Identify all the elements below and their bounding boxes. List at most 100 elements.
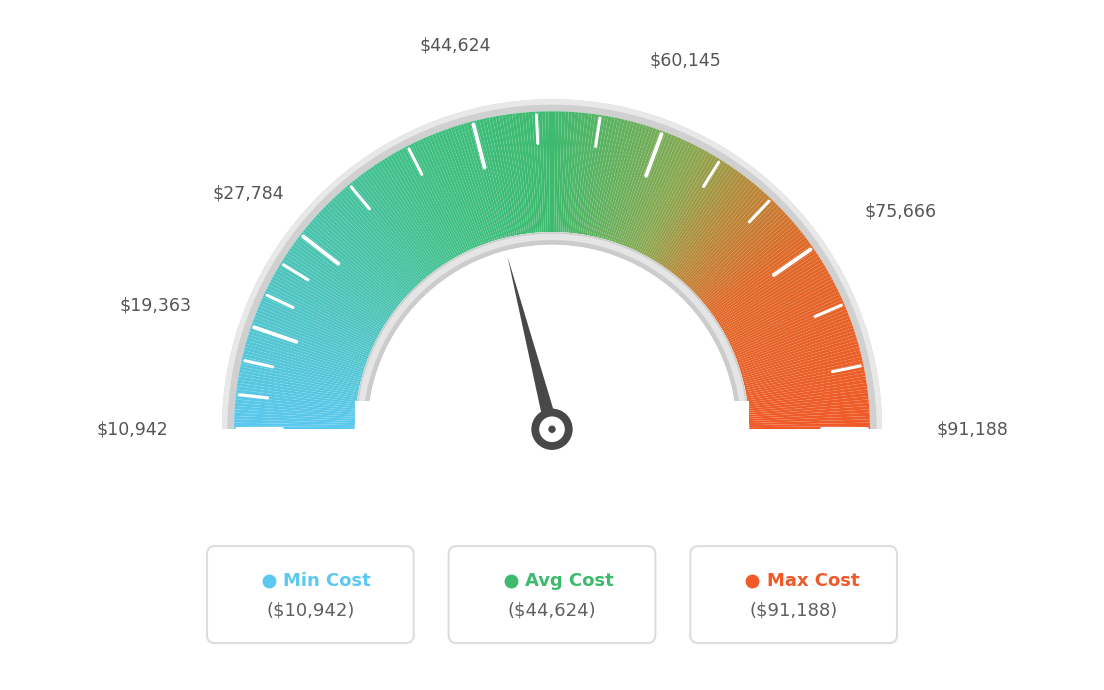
Wedge shape [721, 264, 826, 329]
Wedge shape [587, 117, 612, 235]
Wedge shape [668, 172, 742, 271]
Circle shape [549, 426, 555, 433]
Wedge shape [628, 136, 678, 248]
Wedge shape [564, 112, 575, 233]
Wedge shape [329, 200, 415, 288]
Wedge shape [309, 221, 403, 302]
FancyBboxPatch shape [208, 546, 414, 643]
Wedge shape [658, 161, 725, 264]
Wedge shape [742, 347, 860, 380]
Wedge shape [238, 376, 358, 398]
Wedge shape [736, 318, 851, 362]
Wedge shape [311, 219, 404, 300]
Wedge shape [307, 224, 402, 304]
Wedge shape [554, 111, 559, 232]
Wedge shape [743, 351, 861, 382]
Wedge shape [305, 226, 400, 305]
Wedge shape [672, 178, 750, 275]
Wedge shape [255, 312, 369, 359]
Wedge shape [450, 127, 491, 242]
Wedge shape [238, 373, 358, 396]
Wedge shape [258, 303, 371, 353]
Wedge shape [464, 123, 499, 240]
Wedge shape [274, 273, 380, 334]
Wedge shape [357, 176, 433, 273]
Wedge shape [268, 282, 378, 339]
Text: $75,666: $75,666 [864, 203, 937, 221]
Wedge shape [638, 143, 693, 253]
Wedge shape [731, 297, 842, 349]
Wedge shape [435, 132, 481, 246]
Wedge shape [272, 276, 380, 336]
Wedge shape [486, 117, 513, 237]
Wedge shape [237, 380, 358, 400]
Wedge shape [644, 148, 702, 255]
Wedge shape [623, 132, 669, 246]
Wedge shape [236, 386, 357, 404]
Polygon shape [508, 257, 559, 431]
Wedge shape [342, 188, 423, 282]
Wedge shape [516, 113, 531, 233]
Wedge shape [352, 180, 429, 276]
Wedge shape [240, 366, 359, 393]
Wedge shape [251, 325, 365, 366]
Wedge shape [519, 112, 533, 233]
Wedge shape [235, 400, 355, 413]
Wedge shape [576, 114, 595, 234]
Wedge shape [723, 270, 829, 333]
Wedge shape [393, 152, 455, 259]
Text: Avg Cost: Avg Cost [526, 572, 614, 590]
Wedge shape [499, 115, 521, 235]
Wedge shape [682, 190, 765, 283]
Wedge shape [726, 282, 836, 339]
Wedge shape [382, 159, 448, 263]
Wedge shape [545, 111, 550, 232]
Wedge shape [542, 111, 548, 233]
Wedge shape [234, 426, 354, 429]
Wedge shape [611, 126, 650, 242]
Wedge shape [560, 112, 569, 233]
Wedge shape [659, 163, 728, 265]
Wedge shape [595, 119, 625, 237]
Wedge shape [747, 389, 868, 406]
Wedge shape [302, 229, 399, 307]
Wedge shape [237, 383, 357, 402]
Wedge shape [379, 161, 446, 264]
Wedge shape [245, 344, 362, 378]
Wedge shape [749, 403, 869, 415]
Wedge shape [360, 174, 435, 273]
Wedge shape [725, 279, 834, 338]
Wedge shape [246, 337, 363, 374]
Wedge shape [599, 121, 631, 238]
Wedge shape [731, 294, 841, 347]
Wedge shape [293, 242, 393, 315]
Wedge shape [709, 237, 807, 312]
Wedge shape [728, 285, 837, 342]
Wedge shape [699, 217, 790, 299]
Wedge shape [691, 204, 779, 291]
Wedge shape [327, 202, 414, 290]
Wedge shape [656, 159, 722, 263]
Wedge shape [566, 112, 578, 233]
Wedge shape [741, 341, 858, 376]
Wedge shape [454, 126, 493, 242]
Wedge shape [705, 229, 802, 307]
Wedge shape [270, 279, 379, 338]
Wedge shape [735, 312, 849, 359]
Wedge shape [645, 149, 705, 257]
Wedge shape [559, 112, 565, 233]
Wedge shape [532, 112, 542, 233]
Wedge shape [264, 291, 374, 345]
Text: ($10,942): ($10,942) [266, 602, 354, 620]
Wedge shape [704, 226, 799, 305]
Wedge shape [750, 422, 870, 427]
Wedge shape [335, 195, 418, 286]
Wedge shape [585, 116, 608, 235]
Wedge shape [686, 195, 769, 286]
Wedge shape [562, 112, 572, 233]
Wedge shape [620, 131, 666, 245]
Wedge shape [743, 353, 861, 384]
Wedge shape [639, 144, 697, 254]
Wedge shape [633, 139, 684, 250]
Wedge shape [556, 111, 562, 233]
